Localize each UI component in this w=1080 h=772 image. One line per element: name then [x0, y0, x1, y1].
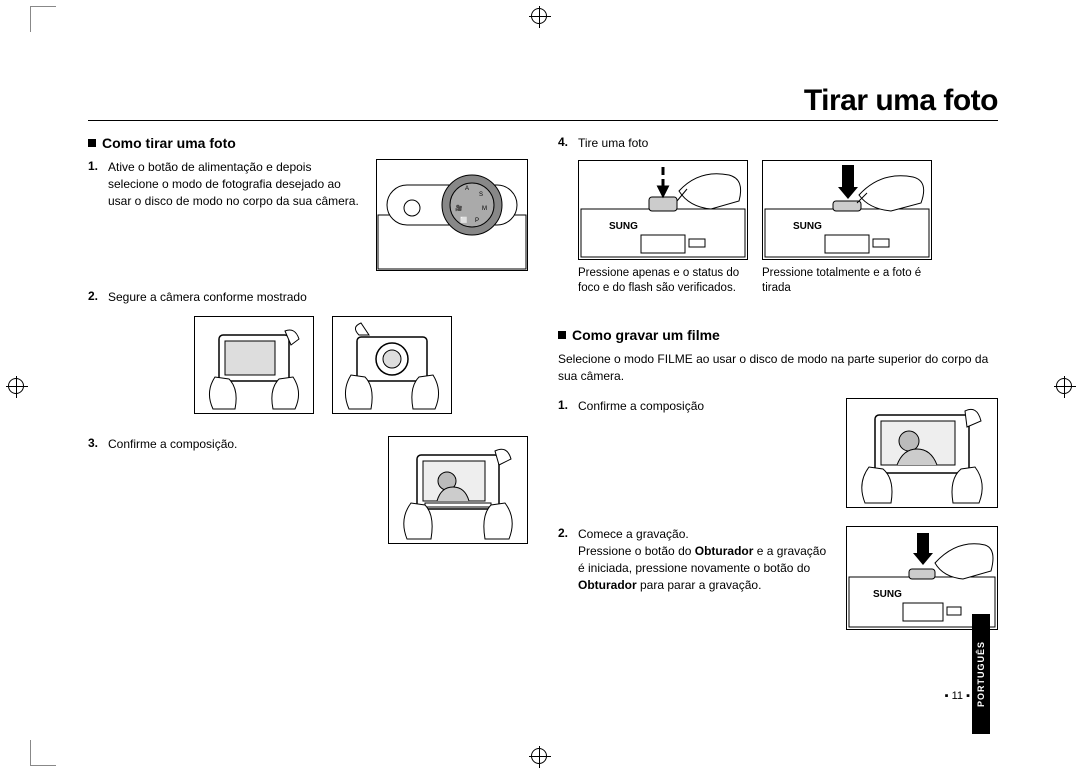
step2-images	[118, 316, 528, 414]
svg-text:S: S	[479, 192, 483, 198]
step3-text: Confirme a composição.	[108, 436, 237, 453]
hold-front-illustration	[333, 317, 451, 413]
film-step2-num: 2.	[558, 526, 572, 540]
page-number: ▪ 11 ▪	[945, 690, 970, 702]
step1-row: 1. Ative o botão de alimentação e depois…	[88, 159, 528, 271]
film-step1-num: 1.	[558, 398, 572, 412]
language-label: PORTUGUÊS	[976, 641, 986, 707]
step3-num: 3.	[88, 436, 102, 450]
figure-hold-back	[194, 316, 314, 414]
step4-text: Tire uma foto	[578, 135, 648, 152]
page-content: Tirar uma foto Como tirar uma foto 1. At…	[88, 84, 998, 704]
film-step1: 1. Confirme a composição	[558, 398, 834, 415]
page-number-value: 11	[952, 690, 963, 702]
registration-mark-top	[531, 8, 547, 24]
registration-mark-left	[8, 378, 24, 394]
crop-mark-bl	[30, 740, 56, 766]
step3: 3. Confirme a composição.	[88, 436, 376, 453]
bullet-square-icon	[88, 139, 96, 147]
hold-back-illustration	[195, 317, 313, 413]
page-title: Tirar uma foto	[804, 84, 998, 117]
step1: 1. Ative o botão de alimentação e depois…	[88, 159, 364, 209]
figure-full-press: SUNG	[762, 160, 932, 260]
svg-text:⬜: ⬜	[460, 216, 468, 224]
film-step2-row: 2. Comece a gravação. Pressione o botão …	[558, 526, 998, 630]
right-column: 4. Tire uma foto SUNG	[558, 135, 998, 648]
section-heading-photo: Como tirar uma foto	[88, 135, 528, 151]
half-press-illustration: SUNG	[579, 161, 747, 259]
figure-half-press: SUNG	[578, 160, 748, 260]
bullet-square-icon	[558, 331, 566, 339]
title-bar: Tirar uma foto	[88, 84, 998, 121]
film-intro: Selecione o modo FILME ao usar o disco d…	[558, 351, 998, 385]
registration-mark-bottom	[531, 748, 547, 764]
step4: 4. Tire uma foto	[558, 135, 998, 152]
two-column-layout: Como tirar uma foto 1. Ative o botão de …	[88, 135, 998, 648]
left-column: Como tirar uma foto 1. Ative o botão de …	[88, 135, 528, 648]
brand-text: SUNG	[873, 589, 902, 600]
svg-text:M: M	[482, 206, 487, 212]
figure-mode-dial: A S MP ⬜ 🎥	[376, 159, 528, 271]
language-tab: PORTUGUÊS	[972, 614, 990, 734]
film-step2-l1a: Pressione o botão do	[578, 544, 695, 558]
svg-text:P: P	[475, 218, 479, 224]
step2-num: 2.	[88, 289, 102, 303]
section-title-photo: Como tirar uma foto	[102, 135, 236, 151]
svg-text:🎥: 🎥	[455, 204, 463, 212]
step1-text: Ative o botão de alimentação e depois se…	[108, 159, 364, 209]
film-step2-bold1: Obturador	[695, 544, 754, 558]
step4-num: 4.	[558, 135, 572, 149]
figure-hold-front	[332, 316, 452, 414]
compose-illustration	[389, 437, 527, 543]
film-step2: 2. Comece a gravação. Pressione o botão …	[558, 526, 834, 593]
film-step2-bold2: Obturador	[578, 578, 637, 592]
full-press-illustration: SUNG	[763, 161, 931, 259]
step3-row: 3. Confirme a composição.	[88, 436, 528, 544]
step2: 2. Segure a câmera conforme mostrado	[88, 289, 528, 306]
brand-text: SUNG	[609, 221, 638, 232]
mode-dial-illustration: A S MP ⬜ 🎥	[377, 160, 527, 270]
film-step1-text: Confirme a composição	[578, 398, 704, 415]
film-step1-row: 1. Confirme a composição	[558, 398, 998, 508]
film-step2-text: Comece a gravação. Pressione o botão do …	[578, 526, 834, 593]
crop-mark-tl	[30, 6, 56, 32]
full-press-col: SUNG Pressione totalmente e	[762, 160, 932, 297]
section-heading-film: Como gravar um filme	[558, 327, 998, 343]
film-step2-prefix: Comece a gravação.	[578, 527, 689, 541]
figure-compose	[388, 436, 528, 544]
step2-text: Segure a câmera conforme mostrado	[108, 289, 307, 306]
step1-num: 1.	[88, 159, 102, 173]
full-press-caption: Pressione totalmente e a foto é tirada	[762, 266, 932, 297]
half-press-caption: Pressione apenas e o status do foco e do…	[578, 266, 748, 297]
registration-mark-right	[1056, 378, 1072, 394]
film-compose-illustration	[847, 399, 997, 507]
svg-text:A: A	[465, 186, 469, 192]
shutter-press-figures: SUNG Press	[578, 160, 998, 297]
film-step2-l3: para parar a gravação.	[637, 578, 762, 592]
half-press-col: SUNG Press	[578, 160, 748, 297]
section-title-film: Como gravar um filme	[572, 327, 720, 343]
brand-text: SUNG	[793, 221, 822, 232]
figure-film-compose	[846, 398, 998, 508]
